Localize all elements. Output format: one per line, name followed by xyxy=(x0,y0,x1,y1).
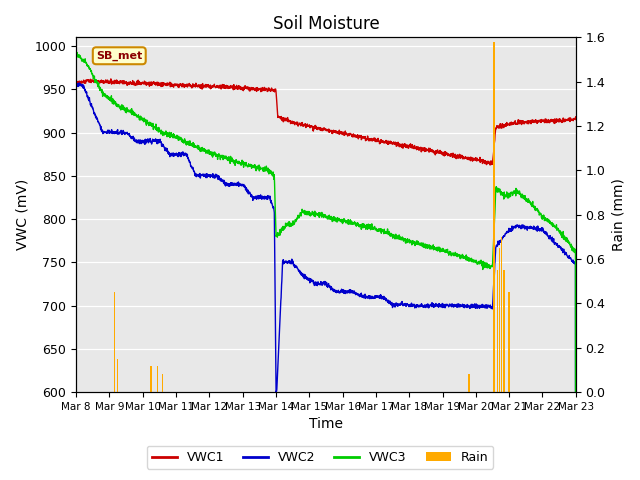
Bar xyxy=(150,365,152,392)
Bar xyxy=(508,292,510,392)
Bar xyxy=(499,248,500,392)
X-axis label: Time: Time xyxy=(309,418,343,432)
Bar xyxy=(504,270,505,392)
Bar xyxy=(114,292,115,392)
Y-axis label: Rain (mm): Rain (mm) xyxy=(611,178,625,251)
Bar xyxy=(468,374,470,392)
Bar xyxy=(117,359,118,392)
Bar xyxy=(497,270,498,392)
Bar xyxy=(157,365,159,392)
Bar xyxy=(162,374,163,392)
Title: Soil Moisture: Soil Moisture xyxy=(273,15,380,33)
Bar xyxy=(493,42,495,392)
Text: SB_met: SB_met xyxy=(96,50,142,61)
Bar xyxy=(501,237,502,392)
Legend: VWC1, VWC2, VWC3, Rain: VWC1, VWC2, VWC3, Rain xyxy=(147,446,493,469)
Y-axis label: VWC (mV): VWC (mV) xyxy=(15,179,29,251)
